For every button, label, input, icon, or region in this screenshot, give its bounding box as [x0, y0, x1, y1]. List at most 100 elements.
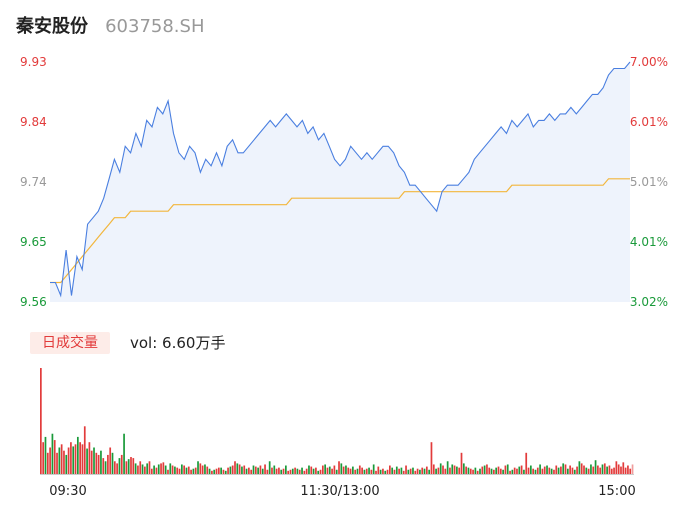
volume-bar [224, 470, 227, 474]
price-area-fill [50, 62, 630, 302]
volume-bar [187, 466, 190, 474]
volume-bar [51, 433, 54, 474]
volume-bar [573, 469, 576, 474]
volume-bar [560, 466, 562, 474]
volume-bar [317, 470, 320, 474]
volume-bar [603, 463, 606, 474]
volume-bar [109, 447, 112, 474]
volume-bar [46, 452, 49, 474]
volume-bar [49, 447, 51, 474]
volume-bar [543, 466, 546, 474]
volume-bar [162, 462, 165, 474]
volume-bar [430, 442, 433, 474]
volume-bar [213, 469, 216, 474]
volume-bar [250, 469, 253, 474]
volume-bar [333, 465, 336, 474]
volume-bar [88, 442, 91, 474]
volume-bar [409, 468, 412, 474]
volume-bar [435, 468, 437, 474]
volume-bar [146, 463, 149, 474]
stock-name: 秦安股份 [16, 16, 88, 37]
volume-bar [516, 468, 518, 474]
volume-bar [474, 467, 477, 474]
volume-bar [118, 458, 121, 474]
volume-bar [541, 468, 544, 474]
volume-bar [148, 461, 151, 474]
volume-bar [185, 467, 188, 474]
volume-bar [539, 464, 541, 474]
volume-bar [63, 450, 65, 474]
volume-bar [204, 464, 206, 474]
volume-bar [576, 466, 578, 474]
volume-bar [194, 467, 197, 474]
volume-bar [467, 467, 470, 474]
volume-bar [405, 465, 407, 474]
volume-bar [137, 465, 139, 474]
volume-bar [479, 468, 481, 474]
volume-bar [261, 468, 264, 474]
volume-bar [241, 466, 243, 474]
volume-bar [523, 469, 525, 474]
volume-bar [206, 466, 209, 474]
volume-bar [375, 470, 377, 474]
volume-bar [624, 467, 627, 474]
volume-bar [358, 465, 361, 474]
volume-bar [199, 463, 202, 474]
volume-bar [488, 467, 491, 474]
volume-bar [76, 436, 79, 474]
volume-bar [100, 450, 102, 474]
volume-bar [518, 466, 521, 474]
volume-bar [449, 467, 451, 474]
volume-bar [412, 467, 414, 474]
volume-bar [227, 467, 229, 474]
volume-bar [157, 464, 160, 474]
volume-bars [40, 368, 634, 474]
volume-bar [201, 465, 204, 474]
volume-bar [345, 465, 347, 474]
volume-bar [486, 464, 488, 474]
volume-bar [629, 468, 632, 474]
volume-bar [402, 470, 405, 474]
volume-bar [266, 469, 269, 474]
volume-bar [456, 466, 458, 474]
volume-bar [460, 452, 463, 474]
volume-bar [349, 468, 352, 474]
volume-bar [529, 465, 532, 474]
volume-bar [536, 467, 539, 474]
volume-bar [160, 463, 162, 474]
volume-bar [328, 466, 331, 474]
volume-bar [553, 469, 555, 474]
volume-bar [532, 468, 535, 474]
volume-bar [104, 461, 107, 474]
volume-bar [393, 469, 396, 474]
volume-bar [164, 465, 167, 474]
price-chart: 9.93 9.84 9.74 9.65 9.56 7.00% 6.01% 5.01% 4.01… [20, 55, 668, 309]
volume-bar [231, 465, 234, 474]
volume-bar [243, 465, 246, 474]
y-axis-left: 9.93 9.84 9.74 9.65 9.56 [20, 55, 47, 309]
volume-bar [217, 467, 220, 474]
volume-bar [282, 468, 285, 474]
volume-bar [372, 464, 375, 474]
volume-bar [493, 469, 495, 474]
volume-bar [211, 470, 213, 474]
volume-bar [127, 459, 130, 474]
volume-bar [192, 468, 195, 474]
volume-bar [557, 467, 560, 474]
volume-bar [236, 463, 239, 474]
volume-bar [432, 464, 435, 474]
volume-bar [125, 461, 128, 474]
volume-bar [631, 464, 634, 474]
volume-bar [569, 465, 571, 474]
volume-bar [428, 469, 431, 474]
volume-bar [83, 426, 86, 474]
volume-bar [294, 467, 296, 474]
price-line [50, 61, 631, 298]
y-tick-left: 9.74 [20, 175, 47, 189]
volume-bar [238, 464, 241, 474]
volume-bar [208, 468, 211, 474]
volume-bar [550, 468, 553, 474]
volume-bar [347, 467, 350, 474]
volume-bar [583, 465, 585, 474]
volume-bar [190, 469, 192, 474]
